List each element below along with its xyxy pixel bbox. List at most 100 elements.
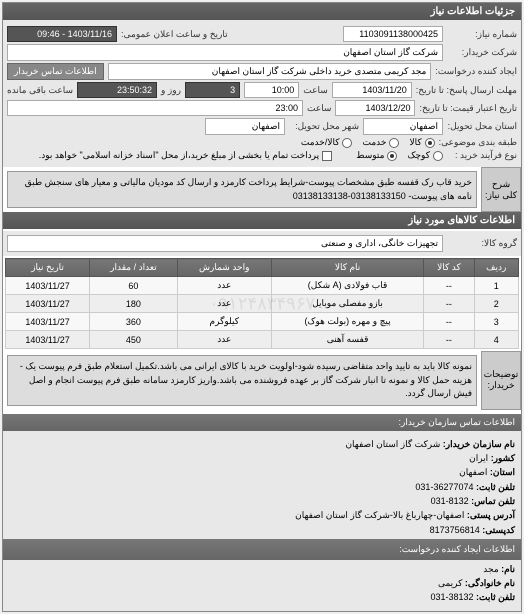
zip-val: 8173756814 (430, 525, 480, 535)
table-cell: کیلوگرم (177, 313, 271, 331)
notes-row: توضیحات خریدار: نمونه کالا باید به تایید… (3, 351, 521, 410)
goods-table-wrap: ردیفکد کالانام کالاواحد شمارشتعداد / مقد… (5, 258, 519, 349)
proc-label: نوع فرآیند خرید : (447, 150, 517, 161)
remain-label: ساعت باقی مانده (7, 85, 73, 96)
fax-label: تلفن تماس: (471, 496, 515, 506)
table-cell: 2 (474, 295, 518, 313)
country-val: ایران (469, 453, 488, 463)
main-panel: جزئیات اطلاعات نیاز شماره نیاز: 11030911… (2, 2, 522, 612)
table-cell: قفسه آهنی (271, 331, 424, 349)
radio-small[interactable]: کوچک (407, 150, 443, 161)
table-cell: 1403/11/27 (6, 331, 90, 349)
ann-date-field: 1403/11/16 - 09:46 (7, 26, 117, 42)
lname-val: کریمی (438, 578, 462, 588)
fax-val: 8132-031 (431, 496, 469, 506)
table-cell: -- (424, 331, 474, 349)
req-no-label: شماره نیاز: (447, 29, 517, 40)
validity-time: 23:00 (7, 100, 303, 116)
desc-label: شرح کلی نیاز: (481, 167, 521, 212)
buyer-co-label: شرکت خریدار: (447, 47, 517, 58)
req-contact-header: اطلاعات ایجاد کننده درخواست: (3, 539, 521, 559)
contact-button[interactable]: اطلاعات تماس خریدار (7, 63, 104, 80)
checkbox-icon (322, 151, 332, 161)
creator-label: ایجاد کننده درخواست: (435, 66, 517, 77)
pay-note: پرداخت تمام یا بخشی از مبلغ خرید،از محل … (39, 150, 319, 161)
countdown-time: 23:50:32 (77, 82, 157, 98)
table-cell: 180 (90, 295, 178, 313)
radio-icon (425, 138, 435, 148)
table-cell: 1403/11/27 (6, 277, 90, 295)
tel-label: تلفن ثابت: (476, 482, 515, 492)
table-cell: -- (424, 277, 474, 295)
pay-checkbox-item[interactable]: پرداخت تمام یا بخشی از مبلغ خرید،از محل … (39, 150, 332, 161)
table-cell: 1 (474, 277, 518, 295)
countdown-days: 3 (185, 82, 240, 98)
table-header: تاریخ نیاز (6, 259, 90, 277)
table-cell: 360 (90, 313, 178, 331)
buyer-co-field: شرکت گاز استان اصفهان (7, 44, 443, 61)
table-cell: 1403/11/27 (6, 313, 90, 331)
table-cell: پیچ و مهره (بولت هوک) (271, 313, 424, 331)
org-val: شرکت گاز استان اصفهان (345, 439, 440, 449)
rtel-label: تلفن ثابت: (476, 592, 515, 602)
zip-label: کدپستی: (482, 525, 515, 535)
validity-label: تاریخ اعتبار قیمت: تا تاریخ: (419, 103, 517, 114)
creator-field: مجد کریمی متصدی خرید داخلی شرکت گاز استا… (108, 63, 432, 80)
org-label: نام سازمان خریدار: (443, 439, 515, 449)
prov-val: اصفهان (459, 467, 487, 477)
table-cell: عدد (177, 277, 271, 295)
table-header: نام کالا (271, 259, 424, 277)
radio-goods[interactable]: کالا (409, 137, 434, 148)
contact-header: اطلاعات تماس سازمان خریدار: (3, 414, 521, 431)
table-row[interactable]: 2--بازو مفصلی موبایلعدد1801403/11/27 (6, 295, 519, 313)
table-cell: عدد (177, 331, 271, 349)
table-cell: -- (424, 295, 474, 313)
name-label: نام: (501, 564, 515, 574)
deadline-date: 1403/11/20 (332, 82, 412, 98)
table-header: کد کالا (424, 259, 474, 277)
table-header: واحد شمارش (177, 259, 271, 277)
deadline-label: مهلت ارسال پاسخ: تا تاریخ: (416, 85, 517, 96)
addr-label: آدرس پستی: (467, 510, 515, 520)
table-header: ردیف (474, 259, 518, 277)
table-row[interactable]: 1--قاب فولادی (A شکل)عدد601403/11/27 (6, 277, 519, 295)
desc-text: خرید قاب رک قفسه طبق مشخصات پیوست-شرایط … (7, 171, 477, 208)
goods-table: ردیفکد کالانام کالاواحد شمارشتعداد / مقد… (5, 258, 519, 349)
contact-section: نام سازمان خریدار: شرکت گاز استان اصفهان… (3, 431, 521, 611)
table-cell: قاب فولادی (A شکل) (271, 277, 424, 295)
table-cell: 1403/11/27 (6, 295, 90, 313)
table-cell: 60 (90, 277, 178, 295)
name-val: مجد (483, 564, 498, 574)
delivery-prov: اصفهان (363, 118, 443, 135)
rtel-val: 38132-031 (430, 592, 473, 602)
proc-radio-group: کوچک متوسط (356, 150, 443, 161)
delivery-city-label: شهر محل تحویل: (289, 121, 359, 132)
validity-date: 1403/12/20 (335, 100, 415, 116)
radio-service[interactable]: خدمت (362, 137, 399, 148)
goods-header: اطلاعات کالاهای مورد نیاز (3, 212, 521, 229)
time-label-1: ساعت (303, 85, 328, 96)
req-no-field: 1103091138000425 (343, 26, 443, 42)
table-header: تعداد / مقدار (90, 259, 178, 277)
tel-val: 36277074-031 (415, 482, 473, 492)
table-cell: 450 (90, 331, 178, 349)
panel-title: جزئیات اطلاعات نیاز (3, 3, 521, 20)
lname-label: نام خانوادگی: (465, 578, 515, 588)
table-cell: 3 (474, 313, 518, 331)
notes-text: نمونه کالا باید به تایید واحد متقاضی رسی… (7, 355, 477, 406)
table-row[interactable]: 4--قفسه آهنیعدد4501403/11/27 (6, 331, 519, 349)
days-label: روز و (161, 85, 181, 96)
delivery-prov-label: استان محل تحویل: (447, 121, 517, 132)
radio-medium[interactable]: متوسط (356, 150, 397, 161)
prov-label: استان: (490, 467, 515, 477)
country-label: کشور: (491, 453, 515, 463)
radio-icon (342, 138, 352, 148)
radio-both[interactable]: کالا/خدمت (301, 137, 353, 148)
deadline-time: 10:00 (244, 82, 299, 98)
group-field: تجهیزات خانگی، اداری و صنعتی (7, 235, 443, 252)
addr-val: اصفهان-چهارباغ بالا-شرکت گاز استان اصفها… (295, 510, 464, 520)
ann-label: تاریخ و ساعت اعلان عمومی: (121, 29, 228, 40)
budget-label: طبقه بندی موضوعی: (439, 137, 517, 148)
table-cell: 4 (474, 331, 518, 349)
table-row[interactable]: 3--پیچ و مهره (بولت هوک)کیلوگرم3601403/1… (6, 313, 519, 331)
